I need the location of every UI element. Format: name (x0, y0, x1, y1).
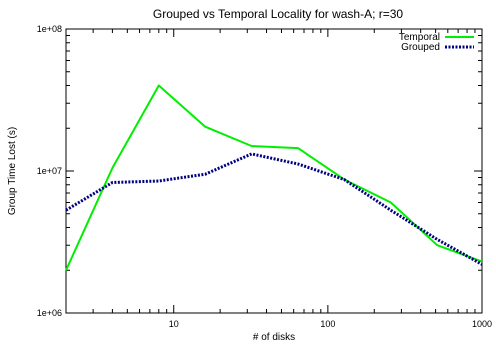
x-tick-label: 100 (320, 319, 335, 329)
series-layer (65, 84, 483, 271)
axis-ticks: 10 100 1000 1e+06 1e+07 1e+08 (37, 24, 492, 329)
y-tick-label: 1e+08 (37, 24, 62, 34)
y-tick-label: 1e+06 (37, 308, 62, 318)
legend-label: Grouped (401, 42, 440, 53)
series-line-temporal (65, 84, 483, 271)
plot-frame (65, 28, 483, 314)
series-line-grouped (65, 152, 483, 266)
y-axis-label: Group Time Lost (s) (7, 127, 18, 215)
chart-title: Grouped vs Temporal Locality for wash-A;… (153, 7, 404, 21)
y-tick-label: 1e+07 (37, 166, 62, 176)
x-axis-label: # of disks (253, 332, 295, 343)
x-tick-label: 10 (169, 319, 179, 329)
legend-label: Temporal (399, 32, 440, 43)
x-tick-label: 1000 (472, 319, 492, 329)
